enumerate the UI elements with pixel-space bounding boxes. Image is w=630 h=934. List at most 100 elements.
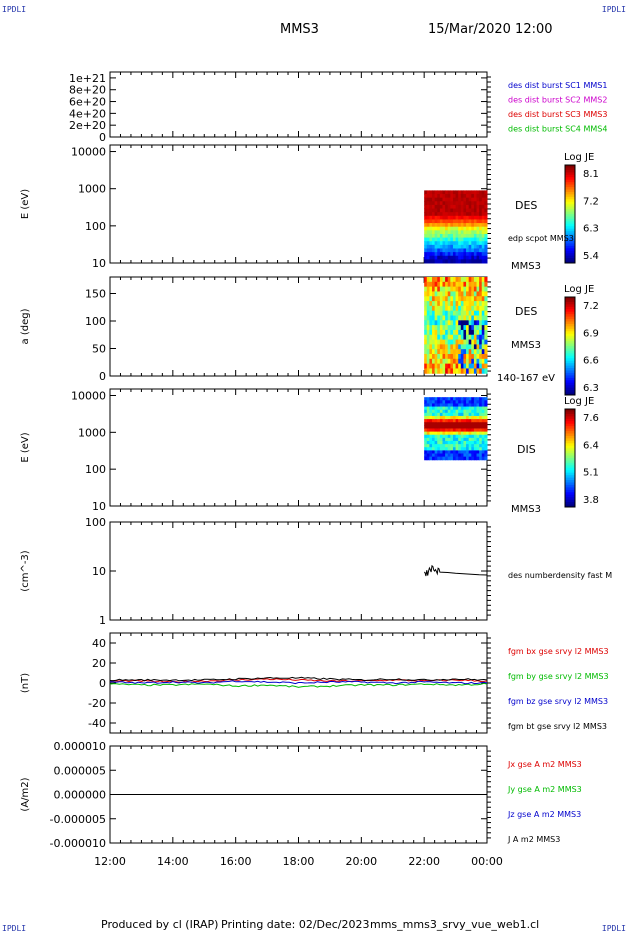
colorbar-segment-1 — [565, 214, 575, 217]
heatmap-cell-1 — [437, 204, 441, 210]
heatmap-cell-1 — [447, 212, 451, 217]
heatmap-cell-1 — [424, 226, 428, 231]
y-axis-label-3: E (eV) — [20, 432, 31, 462]
heatmap-cell-1 — [445, 215, 449, 220]
heatmap-cell-2 — [455, 329, 459, 336]
heatmap-cell-1 — [466, 190, 470, 195]
heatmap-cell-2 — [476, 363, 480, 369]
heatmap-cell-1 — [463, 226, 467, 231]
heatmap-cell-1 — [481, 201, 485, 206]
heatmap-cell-3 — [442, 406, 446, 411]
heatmap-cell-3 — [455, 434, 459, 439]
heatmap-cell-1 — [460, 194, 464, 199]
heatmap-cell-3 — [426, 450, 430, 454]
colorbar-segment-1 — [565, 174, 575, 178]
heatmap-cell-1 — [476, 197, 480, 202]
heatmap-cell-1 — [432, 208, 436, 213]
panel-label-1-1: edp scpot MMS3 — [508, 234, 574, 243]
heatmap-cell-2 — [466, 334, 470, 341]
heatmap-cell-3 — [447, 444, 451, 448]
heatmap-cell-2 — [437, 291, 441, 297]
heatmap-cell-1 — [447, 190, 451, 195]
heatmap-cell-3 — [432, 419, 436, 423]
heatmap-cell-3 — [445, 412, 449, 417]
heatmap-cell-1 — [484, 212, 488, 217]
colorbar-segment-3 — [565, 418, 575, 422]
heatmap-cell-1 — [481, 190, 485, 195]
colorbar-segment-3 — [565, 448, 575, 452]
heatmap-cell-3 — [473, 440, 478, 445]
heatmap-cell-2 — [426, 320, 430, 326]
heatmap-cell-2 — [484, 344, 488, 350]
heatmap-cell-1 — [442, 204, 446, 210]
heatmap-cell-3 — [460, 422, 464, 426]
heatmap-cell-2 — [460, 305, 464, 312]
heatmap-cell-1 — [471, 190, 475, 195]
heatmap-cell-2 — [473, 368, 478, 374]
heatmap-cell-1 — [460, 237, 464, 242]
heatmap-cell-2 — [466, 286, 470, 292]
heatmap-cell-1 — [434, 219, 438, 224]
heatmap-cell-3 — [445, 400, 449, 404]
heatmap-cell-3 — [437, 419, 441, 423]
heatmap-cell-1 — [434, 241, 438, 246]
panel-frame-0 — [109, 71, 488, 138]
heatmap-cell-2 — [468, 363, 472, 369]
heatmap-cell-2 — [455, 310, 459, 316]
heatmap-cell-3 — [447, 403, 451, 408]
heatmap-cell-1 — [476, 212, 480, 217]
heatmap-cell-3 — [442, 440, 446, 445]
heatmap-cell-3 — [450, 406, 454, 411]
heatmap-cell-1 — [439, 241, 443, 246]
heatmap-cell-2 — [426, 339, 430, 345]
heatmap-cell-1 — [471, 215, 475, 220]
heatmap-cell-3 — [445, 406, 449, 411]
heatmap-cell-1 — [484, 208, 488, 213]
heatmap-cell-2 — [424, 320, 428, 326]
heatmap-cell-2 — [447, 344, 451, 350]
heatmap-cell-2 — [481, 325, 485, 331]
heatmap-cell-1 — [426, 252, 430, 257]
heatmap-cell-3 — [458, 440, 462, 445]
heatmap-cell-2 — [439, 315, 443, 321]
heatmap-cell-1 — [476, 244, 480, 249]
heatmap-cell-3 — [484, 450, 488, 454]
heatmap-cell-2 — [445, 310, 449, 316]
heatmap-cell-3 — [463, 400, 467, 404]
heatmap-cell-2 — [437, 344, 441, 350]
heatmap-cell-3 — [450, 409, 454, 414]
heatmap-cell-3 — [424, 425, 428, 429]
heatmap-cell-1 — [437, 248, 441, 253]
heatmap-cell-3 — [463, 437, 467, 442]
heatmap-cell-3 — [466, 397, 470, 401]
heatmap-cell-2 — [445, 320, 449, 326]
colorbar-segment-1 — [565, 243, 575, 247]
heatmap-cell-1 — [437, 226, 441, 231]
heatmap-cell-1 — [445, 255, 449, 260]
heatmap-cell-1 — [473, 219, 478, 224]
heatmap-cell-2 — [426, 286, 430, 292]
heatmap-cell-1 — [434, 204, 438, 210]
heatmap-cell-2 — [450, 291, 454, 297]
heatmap-cell-2 — [450, 344, 454, 350]
heatmap-cell-2 — [460, 310, 464, 316]
heatmap-cell-2 — [458, 358, 462, 365]
heatmap-cell-3 — [450, 425, 454, 429]
heatmap-cell-2 — [484, 334, 488, 341]
heatmap-cell-3 — [466, 412, 470, 417]
heatmap-cell-1 — [426, 259, 430, 264]
heatmap-cell-1 — [471, 208, 475, 213]
heatmap-cell-3 — [468, 409, 472, 414]
heatmap-cell-2 — [484, 368, 488, 374]
heatmap-cell-1 — [476, 259, 480, 264]
heatmap-cell-2 — [452, 334, 457, 341]
heatmap-cell-1 — [442, 197, 446, 202]
heatmap-cell-2 — [481, 339, 485, 345]
colorbar-title-1: Log JE — [564, 152, 594, 163]
heatmap-cell-1 — [468, 226, 472, 231]
heatmap-cell-3 — [479, 406, 483, 411]
heatmap-cell-1 — [481, 248, 485, 253]
heatmap-cell-2 — [471, 277, 475, 283]
heatmap-cell-1 — [468, 197, 472, 202]
heatmap-cell-1 — [458, 244, 462, 249]
